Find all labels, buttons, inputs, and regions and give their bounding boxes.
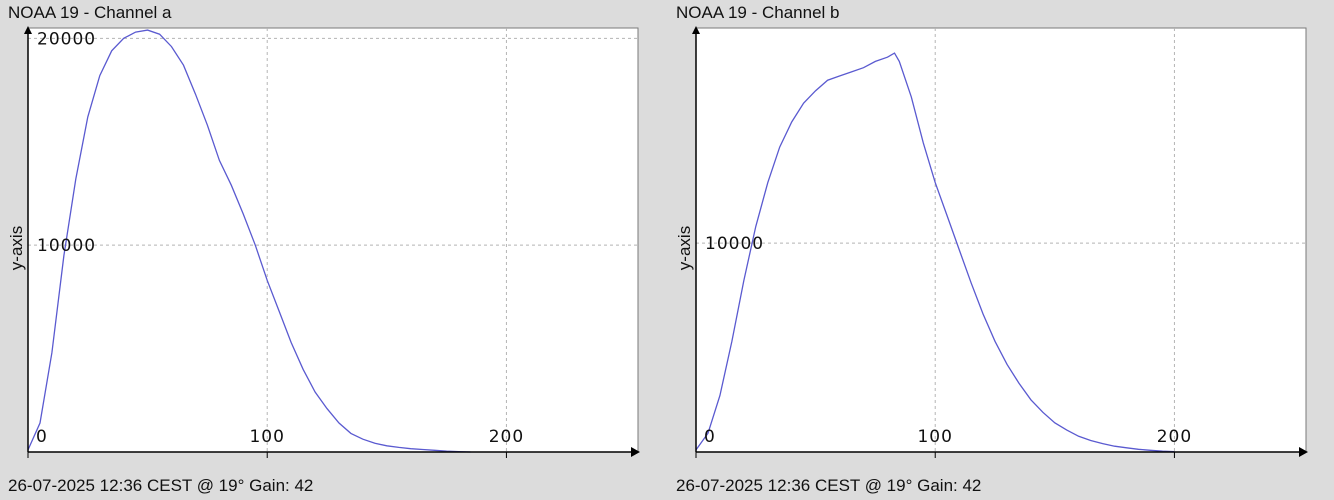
- x-axis-arrow: [1299, 447, 1308, 457]
- y-axis-arrow: [24, 26, 32, 34]
- y-tick-label: 10000: [37, 236, 96, 256]
- status-footer: 26-07-2025 12:36 CEST @ 19° Gain: 42: [676, 476, 982, 495]
- chart-title: NOAA 19 - Channel a: [8, 3, 172, 22]
- x-tick-label: 200: [1157, 427, 1192, 447]
- plot-background: [695, 27, 1307, 453]
- y-tick-label: 10000: [705, 234, 764, 254]
- x-tick-label: 200: [489, 427, 524, 447]
- series-line: [695, 52, 1175, 453]
- x-tick-label: 0: [36, 427, 48, 447]
- series-line: [27, 29, 471, 453]
- plot-background: [27, 27, 639, 453]
- x-tick-label: 100: [249, 427, 284, 447]
- y-axis-arrow: [692, 26, 700, 34]
- x-tick-label: 0: [704, 427, 716, 447]
- chart-title: NOAA 19 - Channel b: [676, 3, 840, 22]
- chart-panel-a: NOAA 19 - Channel a y-axis 0 100 200 10000 2…: [0, 0, 640, 500]
- status-footer: 26-07-2025 12:36 CEST @ 19° Gain: 42: [8, 476, 314, 495]
- x-tick-label: 100: [917, 427, 952, 447]
- x-axis-arrow: [631, 447, 640, 457]
- plot-area: 0 100 200 10000: [692, 26, 1308, 458]
- y-tick-label: 20000: [37, 29, 96, 49]
- chart-panel-b: NOAA 19 - Channel b y-axis 0 100 200 10000 …: [668, 0, 1308, 500]
- plot-area: 0 100 200 10000 20000: [24, 26, 640, 458]
